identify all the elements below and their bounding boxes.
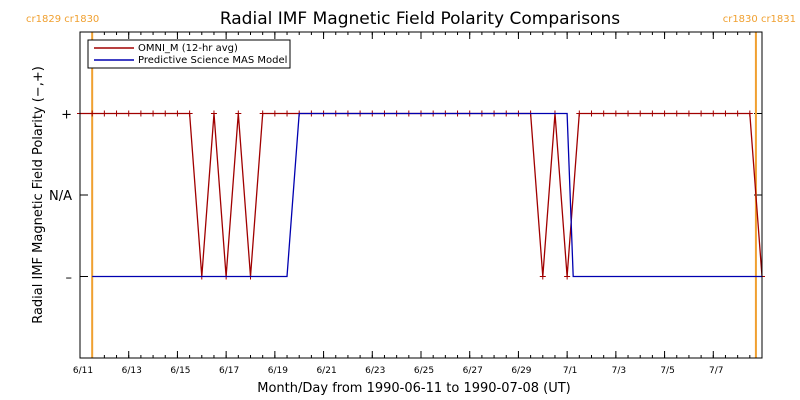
series-point <box>186 110 193 117</box>
x-tick-label: 7/3 <box>612 366 626 376</box>
plot-frame <box>79 31 763 359</box>
y-tick-label: + <box>61 108 72 123</box>
series-point <box>162 110 169 117</box>
series-point <box>284 110 291 117</box>
series-point <box>150 110 157 117</box>
series-point <box>746 110 753 117</box>
legend-box <box>87 39 291 69</box>
x-tick-label: 6/23 <box>365 366 385 376</box>
series-point <box>271 110 278 117</box>
series-point <box>564 273 571 280</box>
series-point <box>612 110 619 117</box>
x-tick-label: 6/27 <box>463 366 483 376</box>
x-tick-label: 7/7 <box>709 366 723 376</box>
legend: OMNI_M (12-hr avg) Predictive Science MA… <box>87 39 291 69</box>
series-point <box>625 110 632 117</box>
series-point <box>89 110 96 117</box>
plot-area: 6/11 6/13 6/15 6/17 6/19 6/21 6/23 6/25 6/27 6/29… <box>26 14 796 376</box>
series-point <box>734 110 741 117</box>
y-tick-label: – <box>66 271 73 286</box>
series-point <box>125 110 132 117</box>
series-point <box>661 110 668 117</box>
x-tick-label: 6/15 <box>170 366 190 376</box>
legend-entry-mas: Predictive Science MAS Model <box>138 55 287 66</box>
series-point <box>637 110 644 117</box>
chart-title: Radial IMF Magnetic Field Polarity Compa… <box>220 9 620 29</box>
series-point <box>649 110 656 117</box>
x-tick-label: 6/21 <box>316 366 336 376</box>
series-point <box>259 110 266 117</box>
x-tick-label: 6/25 <box>414 366 434 376</box>
series-point <box>588 110 595 117</box>
x-tick-label: 6/13 <box>122 366 142 376</box>
carrington-marker-label: cr1830 cr1831 <box>723 14 796 25</box>
y-tick-label: N/A <box>49 189 72 204</box>
series-point <box>600 110 607 117</box>
x-tick-label: 6/19 <box>268 366 288 376</box>
x-tick-label: 6/11 <box>73 366 93 376</box>
series-point <box>174 110 181 117</box>
series-point <box>539 273 546 280</box>
x-axis-label: Month/Day from 1990-06-11 to 1990-07-08 … <box>257 381 570 396</box>
series-point <box>722 110 729 117</box>
series-point <box>113 110 120 117</box>
x-tick-label: 7/1 <box>563 366 577 376</box>
series-point <box>235 110 242 117</box>
series-line-0 <box>80 112 763 277</box>
y-axis-label: Radial IMF Magnetic Field Polarity (−,+) <box>31 66 46 324</box>
legend-entry-omni: OMNI_M (12-hr avg) <box>138 43 238 54</box>
series-point <box>685 110 692 117</box>
x-tick-label: 6/29 <box>511 366 531 376</box>
series-point <box>710 110 717 117</box>
x-tick-label: 7/5 <box>660 366 674 376</box>
carrington-marker-label: cr1829 cr1830 <box>26 14 99 25</box>
series-point <box>673 110 680 117</box>
series-point <box>576 110 583 117</box>
series-point <box>698 110 705 117</box>
series-point <box>137 110 144 117</box>
series-point <box>101 110 108 117</box>
series-line-1 <box>92 112 762 278</box>
series-point <box>210 110 217 117</box>
x-tick-label: 6/17 <box>219 366 239 376</box>
